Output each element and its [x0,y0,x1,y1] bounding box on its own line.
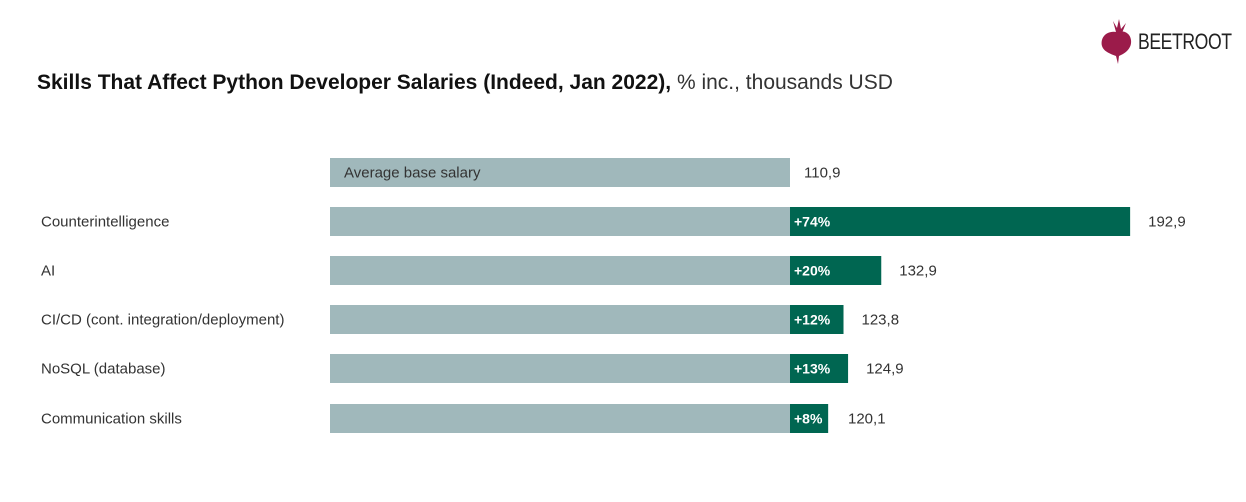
base-salary-label: Average base salary [344,165,481,182]
value-label: 192,9 [1148,214,1186,231]
title-units: % inc., thousands USD [676,71,893,94]
category-label: Communication skills [41,411,182,428]
increase-segment [790,256,882,285]
value-label: 132,9 [899,263,937,280]
base-segment [330,207,790,236]
increase-label: +20% [794,263,831,279]
value-label: 120,1 [848,411,886,428]
category-label: Counterintelligence [41,214,169,231]
increase-label: +13% [794,361,831,377]
increase-segment [790,305,844,334]
increase-segment [790,354,849,383]
base-salary-bar [330,158,790,187]
increase-label: +8% [794,411,823,427]
logo-text: BEETROOT [1138,29,1232,54]
increase-label: +74% [794,214,831,230]
category-label: NoSQL (database) [41,361,166,378]
category-label: CI/CD (cont. integration/deployment) [41,312,284,329]
value-label: 124,9 [866,361,904,378]
increase-segment [790,404,829,433]
base-segment [330,305,790,334]
increase-segment [790,207,1131,236]
value-label: 123,8 [862,312,900,329]
base-salary-value: 110,9 [804,165,840,182]
chart-title: Skills That Affect Python Developer Sala… [37,71,893,95]
category-label: AI [41,263,55,280]
base-segment [330,404,790,433]
beet-icon [1101,19,1132,64]
beetroot-logo: BEETROOT [1100,18,1246,66]
title-bold: Skills That Affect Python Developer Sala… [37,71,672,94]
increase-label: +12% [794,312,831,328]
base-segment [330,256,790,285]
base-segment [330,354,790,383]
